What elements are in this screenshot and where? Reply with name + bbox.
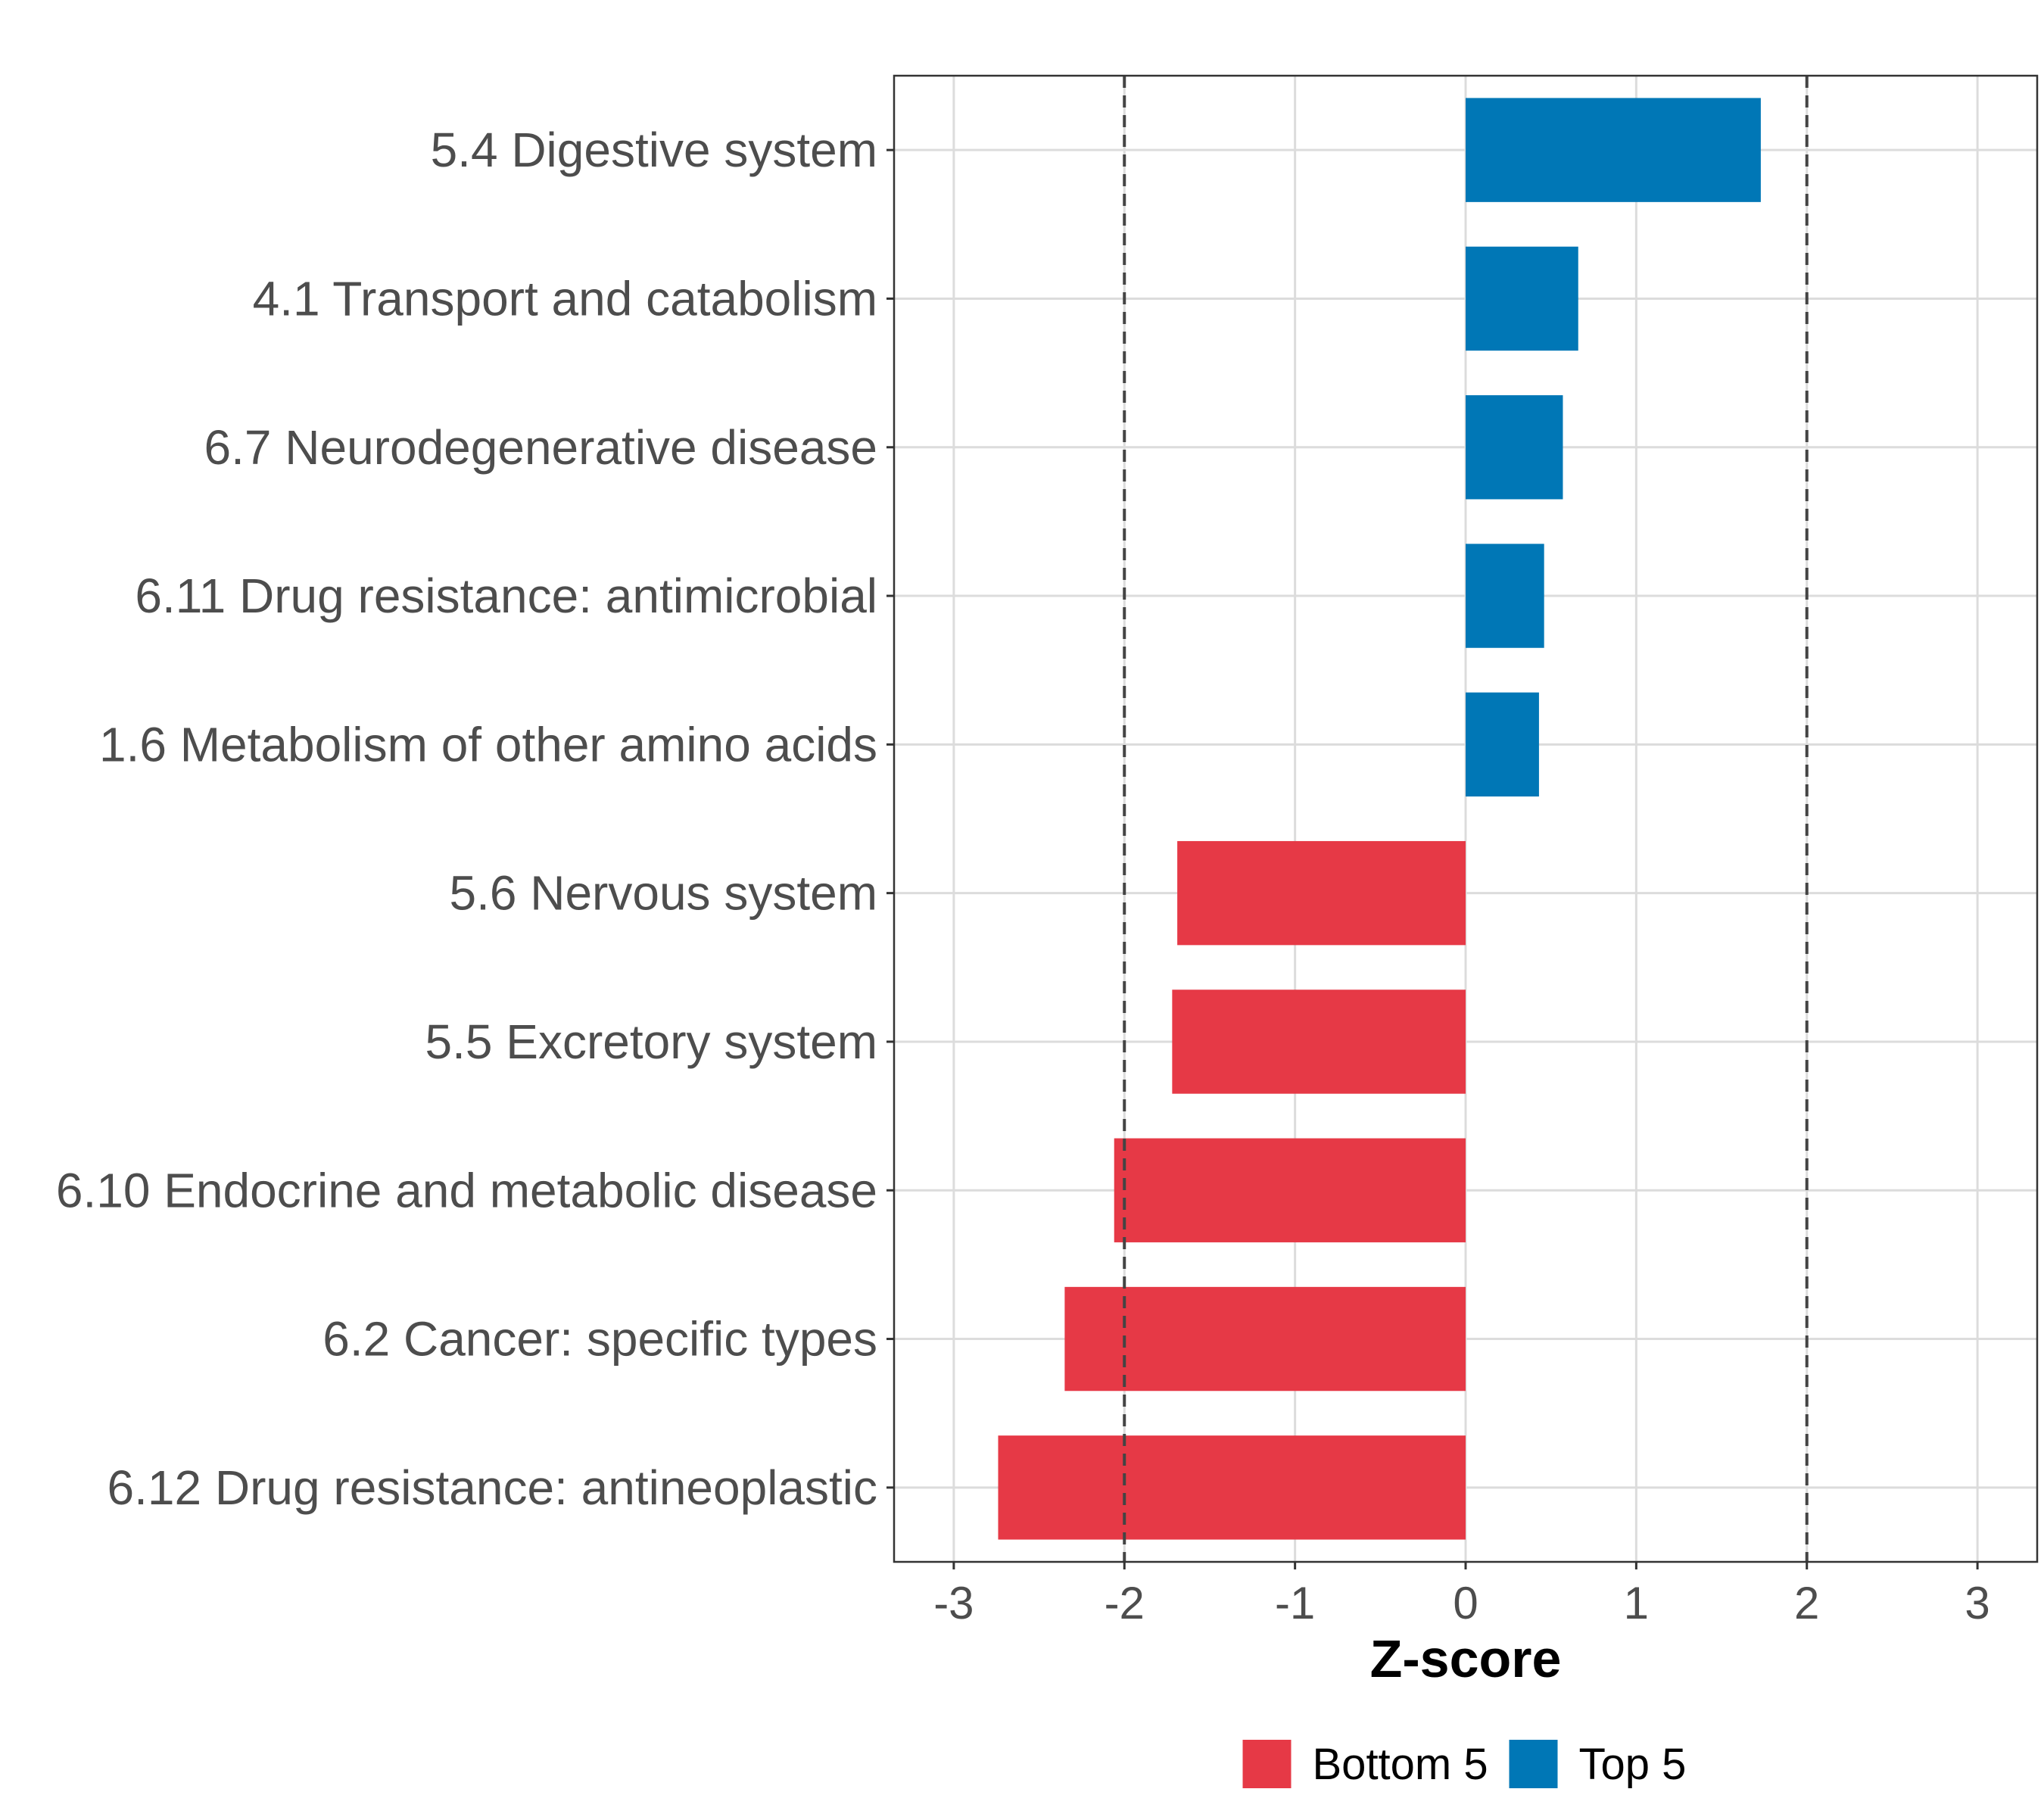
bar: [1172, 990, 1466, 1094]
category-label: 6.2 Cancer: specific types: [322, 1312, 877, 1367]
legend-label: Bottom 5: [1313, 1740, 1488, 1789]
x-tick-label: -1: [1275, 1578, 1315, 1628]
bar: [1466, 98, 1761, 202]
category-label: 5.4 Digestive system: [431, 123, 877, 177]
bar: [1177, 840, 1466, 946]
bar: [1114, 1138, 1466, 1242]
x-axis-title: Z-score: [1370, 1629, 1562, 1688]
bar: [1466, 395, 1563, 500]
legend-label: Top 5: [1579, 1740, 1687, 1789]
category-label: 5.5 Excretory system: [425, 1014, 878, 1069]
category-label: 5.6 Nervous system: [449, 866, 877, 921]
category-label: 6.12 Drug resistance: antineoplastic: [107, 1460, 877, 1515]
category-label: 6.11 Drug resistance: antimicrobial: [135, 569, 877, 623]
reference-lines: [1123, 76, 1809, 1562]
category-label: 4.1 Transport and catabolism: [253, 271, 877, 326]
category-label: 6.7 Neurodegenerative disease: [204, 420, 878, 475]
bars: [998, 98, 1761, 1540]
bar: [1466, 692, 1539, 797]
bar: [998, 1435, 1466, 1540]
bar: [1466, 544, 1544, 648]
bar: [1064, 1286, 1466, 1392]
x-axis: -3 -2 -1 0 1 2 3: [933, 1562, 1990, 1628]
x-tick-label: 1: [1624, 1578, 1649, 1628]
bar: [1466, 246, 1578, 351]
x-tick-label: 2: [1794, 1578, 1819, 1628]
x-tick-label: -2: [1105, 1578, 1145, 1628]
legend-key: [1509, 1740, 1558, 1788]
y-axis: 5.4 Digestive system 4.1 Transport and ca…: [56, 123, 894, 1515]
legend-key: [1242, 1740, 1292, 1788]
legend: Bottom 5 Top 5: [1242, 1740, 1687, 1789]
category-label: 6.10 Endocrine and metabolic disease: [56, 1163, 877, 1217]
x-tick-label: -3: [933, 1578, 974, 1628]
x-tick-label: 0: [1453, 1578, 1478, 1628]
category-label: 1.6 Metabolism of other amino acids: [99, 717, 877, 771]
x-tick-label: 3: [1965, 1578, 1989, 1628]
